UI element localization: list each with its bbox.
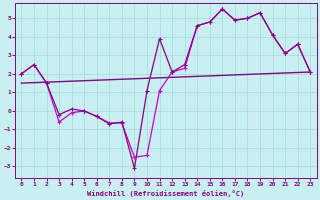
X-axis label: Windchill (Refroidissement éolien,°C): Windchill (Refroidissement éolien,°C) <box>87 190 244 197</box>
